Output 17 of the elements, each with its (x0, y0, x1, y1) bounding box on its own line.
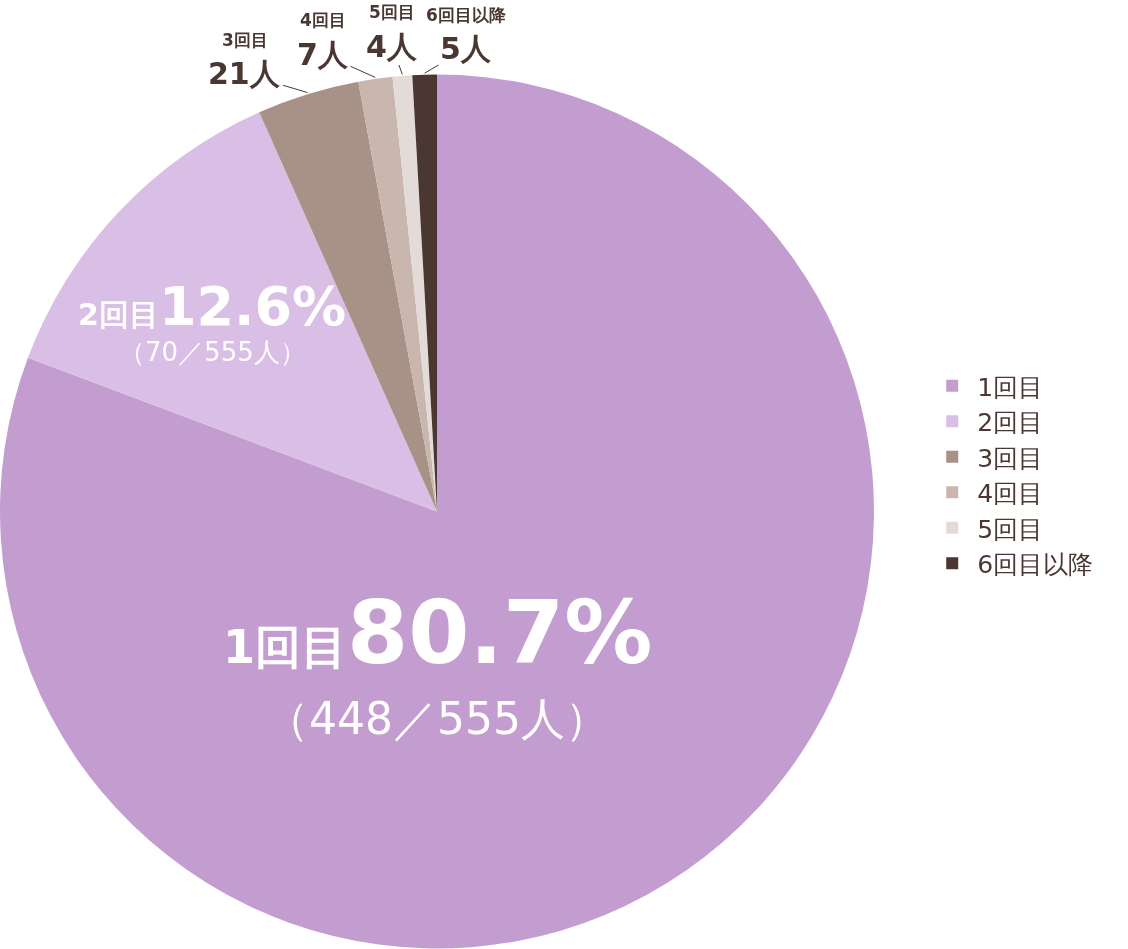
slice-label: 6回目以降 (426, 5, 507, 25)
data-label: 4人 (366, 29, 418, 64)
slice-label: 1回目 (223, 620, 348, 674)
pie-slice (27, 112, 437, 512)
legend-label: 5回目 (977, 514, 1044, 544)
slice-label: 3回目 (222, 30, 268, 50)
slice-label: 2回目 (78, 297, 159, 332)
slice-label: 4回目 (300, 10, 346, 30)
legend-label: 3回目 (977, 443, 1044, 473)
data-label: 5人 (440, 31, 492, 66)
slice-label: 5回目 (369, 2, 415, 22)
legend-label: 6回目以降 (977, 550, 1094, 579)
data-label: 7人 (297, 37, 349, 72)
data-label: 21人 (208, 56, 281, 91)
legend-label: 2回目 (977, 408, 1044, 437)
legend-label: 1回目 (977, 372, 1044, 402)
legend-label: 4回目 (977, 479, 1044, 508)
